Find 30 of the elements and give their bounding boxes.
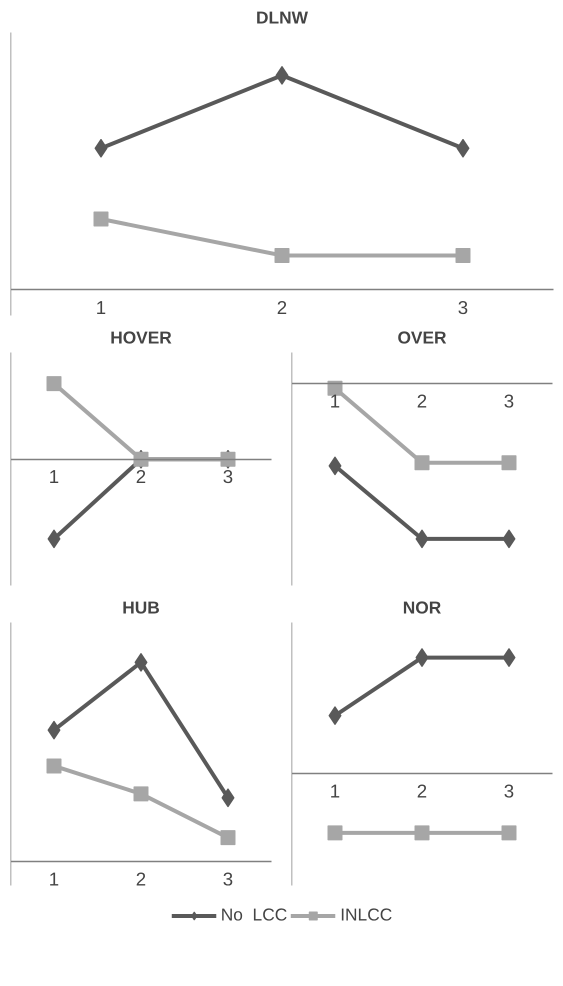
- x-tick-label: 2: [136, 868, 146, 890]
- x-tick-label: 1: [48, 868, 60, 890]
- legend-label: INLCC: [340, 904, 392, 926]
- x-tick-label: 2: [416, 780, 428, 802]
- x-tick-label: 1: [96, 296, 106, 318]
- point: [46, 758, 62, 774]
- chart-title: DLNW: [256, 8, 309, 28]
- x-tick-label: 3: [222, 466, 234, 488]
- x-tick-label: 3: [504, 390, 514, 412]
- point: [220, 830, 236, 846]
- chart-title: OVER: [397, 328, 448, 348]
- point: [274, 248, 290, 263]
- chart-title: NOR: [402, 598, 442, 618]
- x-tick-label: 3: [458, 296, 468, 318]
- legend-label: No LCC: [220, 904, 288, 926]
- x-tick-label: 3: [504, 780, 514, 802]
- point: [502, 455, 516, 470]
- x-tick-label: 1: [330, 780, 340, 802]
- x-tick-label: 1: [330, 390, 340, 412]
- chart-title: HUB: [122, 598, 160, 618]
- point: [94, 212, 108, 227]
- x-tick-label: 2: [276, 296, 288, 318]
- x-tick-label: 1: [48, 466, 60, 488]
- x-tick-label: 3: [222, 868, 234, 890]
- chart-title: HOVER: [110, 328, 172, 348]
- point: [456, 248, 470, 263]
- x-tick-label: 2: [136, 466, 146, 488]
- point: [134, 786, 148, 802]
- point: [414, 455, 430, 470]
- x-tick-label: 2: [416, 390, 428, 412]
